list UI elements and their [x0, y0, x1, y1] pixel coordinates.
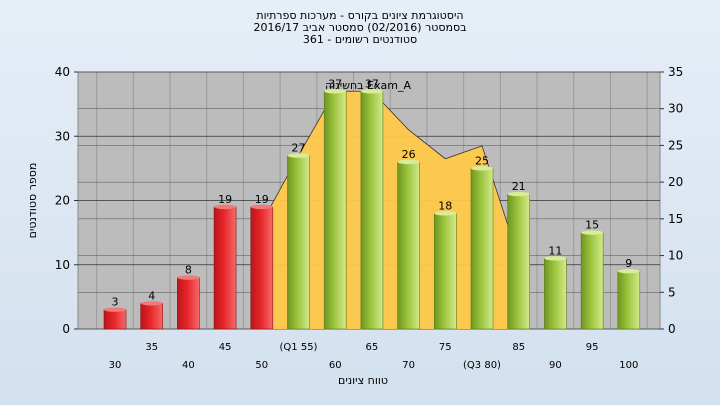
right-tick-label: 20 — [668, 175, 683, 189]
bar-14 — [617, 270, 641, 330]
right-tick-label: 10 — [668, 249, 683, 263]
chart-title-line-2: בסמסטר (02/2016) סמסטר אביב 2016/17 — [253, 21, 467, 34]
area-series-outline — [261, 90, 520, 259]
bar-value-label: 27 — [292, 142, 306, 155]
x-tick-label: 95 — [586, 342, 599, 353]
x-tick-label: 70 — [402, 360, 415, 371]
x-tick-label: 45 — [219, 342, 232, 353]
bar-top-1 — [140, 301, 163, 306]
bar-2 — [177, 277, 200, 330]
x-tick-label: 100 — [619, 360, 638, 371]
x-tick-label: (Q1 55) — [280, 342, 318, 353]
left-tick-label: 40 — [55, 65, 70, 79]
left-tick-label: 0 — [62, 322, 70, 336]
bar-value-label: 15 — [585, 219, 599, 232]
bar-top-4 — [250, 204, 273, 210]
bar-top-12 — [544, 256, 567, 261]
bar-3 — [213, 206, 237, 330]
bar-top-14 — [617, 268, 640, 274]
bar-value-label: 26 — [402, 148, 416, 161]
x-tick-label: 35 — [145, 342, 158, 353]
bar-9 — [433, 213, 457, 330]
bar-4 — [250, 206, 274, 330]
bar-10 — [470, 168, 494, 330]
bar-11 — [507, 193, 531, 330]
x-tick-label: 40 — [182, 360, 195, 371]
y-axis-title: מספר סטודנטים — [26, 163, 39, 239]
bar-value-label: 4 — [148, 289, 155, 302]
bar-top-3 — [214, 204, 237, 210]
right-tick-label: 0 — [668, 322, 676, 336]
right-tick-label: 35 — [668, 65, 683, 79]
bar-value-label: 18 — [438, 199, 452, 212]
bar-top-5 — [287, 153, 310, 158]
bar-top-0 — [104, 307, 126, 312]
x-tick-label: 90 — [549, 360, 562, 371]
bar-7 — [360, 90, 384, 330]
annotation-label: בחשיגוה Exam_A — [325, 79, 411, 92]
x-tick-label: 60 — [329, 360, 342, 371]
bar-value-label: 25 — [475, 154, 489, 167]
bar-top-7 — [360, 89, 383, 94]
chart-title-line-1: היסטוגרמת ציונים בקורס - מערכות ספרתיות — [256, 9, 464, 22]
x-tick-label: 65 — [366, 342, 379, 353]
right-tick-label: 15 — [668, 212, 683, 226]
bar-5 — [287, 155, 310, 330]
bar-value-label: 37 — [365, 77, 379, 90]
bar-top-13 — [581, 230, 604, 235]
bar-value-label: 8 — [185, 264, 192, 277]
x-axis-title: טווח ציונים — [338, 374, 388, 387]
right-tick-label: 30 — [668, 102, 683, 116]
chart-title-line-3: סטודנטים רשומים - 361 — [302, 33, 418, 46]
left-tick-label: 10 — [55, 258, 70, 272]
bar-value-label: 21 — [512, 180, 526, 193]
bar-12 — [544, 258, 567, 330]
bar-13 — [580, 232, 604, 330]
bar-value-label: 9 — [625, 257, 632, 270]
bar-top-11 — [507, 191, 530, 197]
x-tick-label: 75 — [439, 342, 452, 353]
left-tick-label: 20 — [55, 194, 70, 208]
bar-6 — [323, 90, 347, 330]
bar-top-8 — [397, 159, 420, 165]
bar-1 — [140, 302, 163, 330]
bar-value-label: 19 — [255, 193, 269, 206]
x-tick-label: 50 — [255, 360, 268, 371]
bar-top-9 — [434, 211, 457, 216]
bar-0 — [103, 309, 127, 330]
x-tick-label: 30 — [109, 360, 122, 371]
bar-value-label: 19 — [218, 193, 232, 206]
bar-value-label: 11 — [548, 244, 562, 257]
bar-value-label: 3 — [112, 296, 119, 309]
bar-top-10 — [471, 166, 493, 171]
right-tick-label: 25 — [668, 138, 683, 152]
bar-top-2 — [177, 275, 200, 280]
x-tick-label: 85 — [512, 342, 525, 353]
x-tick-label: (Q3 80) — [463, 360, 501, 371]
right-tick-label: 5 — [668, 285, 676, 299]
bar-top-6 — [324, 89, 347, 94]
left-tick-label: 30 — [55, 129, 70, 143]
bar-value-label: 37 — [328, 77, 342, 90]
bar-8 — [397, 161, 420, 330]
